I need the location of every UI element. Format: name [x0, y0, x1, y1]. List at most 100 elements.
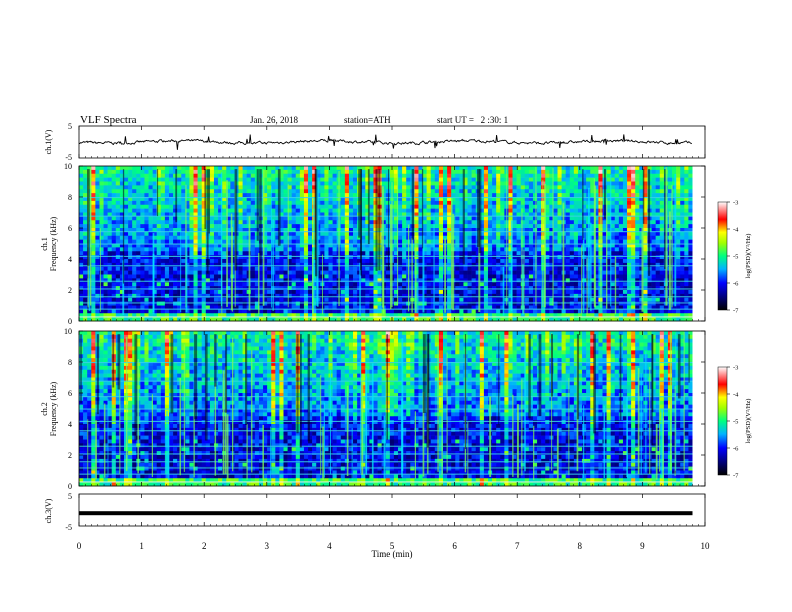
spectrogram-cell	[308, 228, 313, 233]
spectrogram-cell	[541, 216, 546, 221]
spectrogram-cell	[532, 262, 538, 268]
spectrogram-cell	[622, 290, 628, 295]
spectrogram-cell	[549, 208, 554, 213]
spectrogram-cell	[528, 197, 534, 202]
spectrogram-cell	[177, 235, 182, 240]
spectrogram-cell	[185, 197, 190, 202]
spectrogram-cell	[111, 259, 117, 264]
spectrogram-cell	[320, 181, 325, 186]
spectrogram-cell	[639, 181, 644, 186]
spectrogram-cell	[438, 208, 444, 213]
spectrogram-cell	[164, 293, 170, 299]
spectrogram-cell	[492, 173, 497, 178]
spectrogram-cell	[79, 239, 84, 244]
spectrogram-cell	[414, 185, 419, 190]
spectrogram-cell	[83, 212, 88, 217]
spectrogram-cell	[168, 251, 174, 256]
spectrogram-cell	[402, 173, 407, 178]
spectrogram-cell	[283, 251, 288, 256]
spectrogram-cell	[622, 173, 628, 178]
spectrogram-cell	[455, 286, 460, 291]
spectrogram-cell	[185, 282, 190, 287]
spectrogram-cell	[606, 231, 611, 237]
spectrogram-cell	[549, 255, 554, 260]
spectrogram-cell	[541, 266, 546, 271]
spectrogram-cell	[500, 286, 505, 291]
spectrogram-cell	[512, 169, 517, 175]
spectrogram-cell	[230, 177, 235, 182]
spectrogram-cell	[234, 166, 239, 171]
spectrogram-cell	[279, 193, 284, 198]
spectrogram-cell	[680, 235, 685, 240]
spectrogram-cell	[385, 166, 391, 171]
spectrogram-cell	[553, 220, 558, 225]
spectrogram-cell	[209, 228, 215, 233]
spectrogram-cell	[610, 216, 616, 221]
spectrogram-cell	[565, 290, 571, 295]
spectrogram-cell	[353, 251, 358, 256]
spectrogram-cell	[651, 197, 656, 202]
spectrogram-cell	[447, 197, 452, 202]
spectrogram-cell	[557, 231, 562, 237]
spectrogram-cell	[618, 189, 624, 194]
spectrogram-cell	[631, 239, 636, 244]
spectrogram-cell	[438, 212, 444, 217]
spectrogram-cell	[242, 173, 247, 178]
spectrogram-cell	[610, 290, 616, 295]
spectrogram-cell	[577, 212, 583, 217]
spectrogram-cell	[438, 255, 444, 260]
spectrogram-cell	[279, 286, 284, 291]
spectrogram-cell	[512, 189, 517, 194]
spectrogram-cell	[577, 185, 583, 190]
spectrogram-cell	[168, 235, 174, 240]
spectrogram-cell	[160, 270, 166, 275]
spectrogram-cell	[218, 282, 223, 287]
spectrogram-cell	[549, 235, 554, 240]
spectrogram-cell	[242, 231, 247, 237]
spectrogram-cell	[606, 169, 611, 175]
spectrogram-cell	[291, 259, 297, 264]
spectrogram-cell	[357, 255, 362, 260]
spectrogram-cell	[618, 200, 624, 206]
spectrogram-cell	[557, 216, 562, 221]
spectrogram-cell	[83, 189, 88, 194]
spectrogram-cell	[688, 204, 693, 209]
spectrogram-cell	[140, 189, 145, 194]
spectrogram-cell	[193, 266, 198, 271]
spectrogram-cell	[107, 189, 113, 194]
spectrogram-cell	[577, 270, 583, 275]
spectrogram-cell	[344, 200, 350, 206]
spectrogram-cell	[672, 247, 677, 252]
spectrogram-cell	[373, 166, 378, 171]
spectrogram-cell	[398, 200, 403, 206]
spectrogram-cell	[344, 278, 350, 283]
spectrogram-cell	[418, 212, 423, 217]
spectrogram-cell	[463, 220, 468, 225]
spectrogram-cell	[487, 247, 493, 252]
spectrogram-cell	[406, 208, 411, 213]
spectrogram-cell	[577, 290, 583, 295]
spectrogram-cell	[483, 274, 489, 279]
spectrogram-cell	[418, 200, 423, 206]
spectrogram-cell	[299, 247, 305, 252]
spectrogram-cell	[569, 224, 575, 229]
spectrogram-cell	[213, 290, 219, 295]
spectrogram-cell	[614, 189, 620, 194]
spectrogram-cell	[422, 262, 427, 268]
spectrogram-cell	[164, 231, 170, 237]
spectrogram-cell	[651, 193, 656, 198]
spectrogram-cell	[426, 189, 432, 194]
spectrogram-cell	[115, 169, 121, 175]
spectrogram-cell	[267, 243, 272, 248]
spectrogram-cell	[197, 185, 202, 190]
spectrogram-cell	[369, 204, 374, 209]
spectrogram-cell	[279, 181, 284, 186]
spectrogram-cell	[667, 208, 673, 213]
spectrogram-cell	[573, 286, 579, 291]
spectrogram-cell	[99, 255, 104, 260]
spectrogram-cell	[119, 259, 125, 264]
spectrogram-cell	[91, 181, 96, 186]
spectrogram-cell	[577, 216, 583, 221]
spectrogram-cell	[643, 231, 648, 237]
spectrogram-cell	[483, 197, 489, 202]
